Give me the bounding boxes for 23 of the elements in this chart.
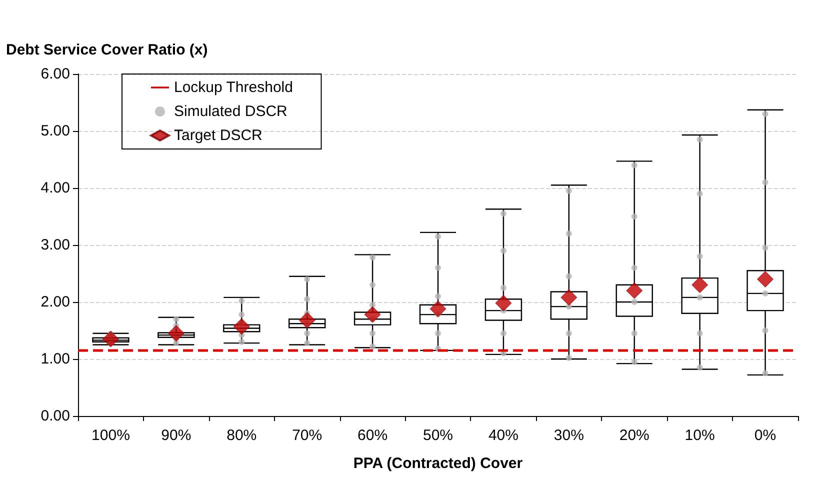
y-tick-label: 5.00 (40, 122, 70, 140)
x-tick-label: 20% (619, 427, 650, 444)
x-tick-label: 0% (754, 427, 776, 444)
x-tick-label: 80% (226, 427, 257, 444)
x-tick-label: 90% (161, 427, 192, 444)
y-tick-label: 2.00 (40, 294, 70, 310)
legend-label: Target DSCR (174, 127, 263, 144)
x-tick-label: 40% (488, 427, 518, 444)
y-tick-label: 0.00 (40, 408, 70, 424)
y-tick-label: 1.00 (40, 350, 70, 368)
x-tick-label: 70% (292, 427, 322, 444)
x-tick-label: 10% (684, 427, 715, 444)
y-axis-title: Debt Service Cover Ratio (x) (6, 42, 208, 58)
y-tick-label: 6.00 (40, 66, 70, 82)
legend-label: Simulated DSCR (174, 103, 288, 120)
x-tick-label: 100% (92, 427, 130, 444)
x-tick-label: 50% (422, 427, 454, 444)
x-axis-title: PPA (Contracted) Cover (353, 455, 523, 472)
y-tick-label: 4.00 (40, 180, 70, 196)
x-tick-label: 30% (554, 427, 584, 444)
y-tick-label: 3.00 (40, 236, 70, 254)
legend-label: Lockup Threshold (174, 79, 293, 96)
x-tick-label: 60% (358, 427, 388, 444)
